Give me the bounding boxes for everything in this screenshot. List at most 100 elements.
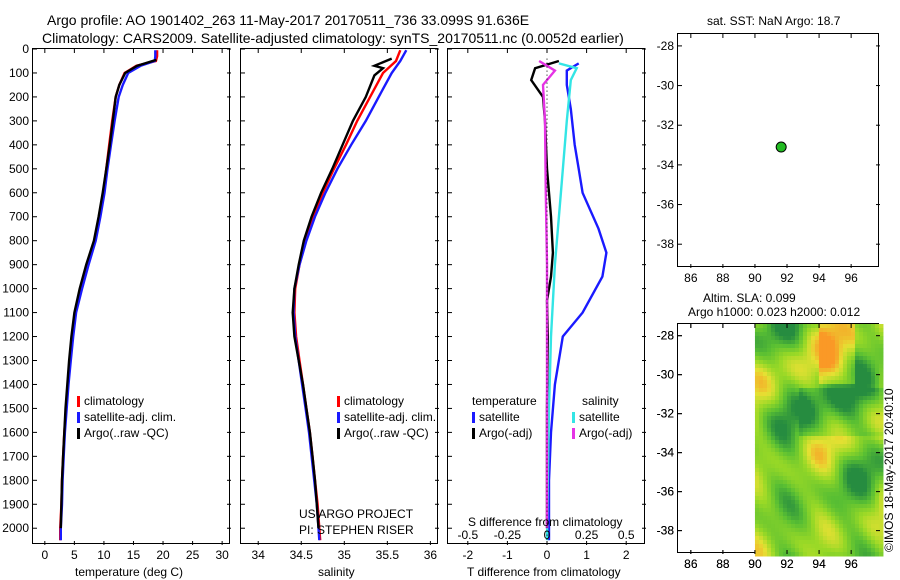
x-tick-label: -2 — [462, 548, 473, 562]
series-line-argo — [291, 57, 393, 529]
x-tick-label: 0 — [41, 548, 48, 562]
sla-title-line-1: Altim. SLA: 0.099 — [703, 291, 796, 305]
y-tick-label: 400 — [9, 138, 29, 152]
y-tick-label: 2000 — [2, 521, 29, 535]
y-tick-label: 1800 — [2, 473, 29, 487]
y-tick-label: -32 — [657, 407, 675, 421]
y-tick-label: 1400 — [2, 377, 29, 391]
x-tick-label: 96 — [844, 557, 858, 571]
y-tick-label: 1300 — [2, 353, 29, 367]
y-tick-label: -36 — [657, 485, 675, 499]
y-tick-label: -32 — [657, 118, 675, 132]
y-tick-label: 1100 — [3, 306, 29, 320]
x-tick-label: 25 — [186, 548, 200, 562]
x-tick-label: 36 — [424, 548, 438, 562]
y-tick-label: 100 — [9, 66, 29, 80]
y-tick-label: 1200 — [2, 330, 29, 344]
project-pi: PI: STEPHEN RISER — [299, 523, 414, 537]
x-tick-label: 92 — [780, 271, 794, 285]
project-name: US ARGO PROJECT — [299, 507, 414, 521]
y-tick-label: -36 — [657, 198, 675, 212]
x-tick-label: 30 — [215, 548, 229, 562]
y-tick-label: -30 — [657, 368, 675, 382]
s-tick-label: -0.5 — [457, 528, 478, 542]
series-line-argo — [59, 58, 157, 529]
x-tick-label: 35 — [338, 548, 352, 562]
y-tick-label: -38 — [657, 524, 675, 538]
legend-label-climatology: climatology — [344, 394, 405, 408]
y-tick-label: -30 — [657, 79, 675, 93]
x-tick-label: 86 — [684, 557, 698, 571]
x-tick-label: 88 — [716, 271, 730, 285]
salinity-xlabel: salinity — [318, 565, 355, 579]
x-tick-label: 2 — [623, 548, 630, 562]
legend-swatch-argo — [77, 427, 80, 439]
y-tick-label: 600 — [9, 186, 29, 200]
y-tick-label: 1000 — [2, 282, 29, 296]
x-tick-label: 34 — [252, 548, 266, 562]
title-line-2: Climatology: CARS2009. Satellite-adjuste… — [42, 30, 624, 46]
legend-swatch-t-argo — [472, 427, 475, 439]
legend-swatch-satellite — [337, 411, 340, 423]
legend-swatch-argo — [337, 427, 340, 439]
difference-legend-salinity: salinity satellite Argo(-adj) — [572, 393, 632, 441]
x-tick-label: 88 — [716, 557, 730, 571]
x-tick-label: 88 — [716, 557, 730, 571]
legend-swatch-t-satellite — [472, 411, 475, 423]
legend-heading-temperature: temperature — [472, 394, 537, 408]
y-tick-label: 200 — [9, 90, 29, 104]
temperature-legend: climatology satellite-adj. clim. Argo(..… — [77, 393, 176, 441]
y-tick-label: -34 — [657, 446, 675, 460]
title-line-1: Argo profile: AO 1901402_263 11-May-2017… — [47, 12, 530, 28]
salinity-panel: 34 34.5 35 35.5 36 climatology satellite-adj… — [240, 48, 439, 562]
x-tick-label: 1 — [583, 548, 590, 562]
y-tick-label: 900 — [9, 258, 29, 272]
x-tick-label: 94 — [812, 557, 826, 571]
y-tick-label: -32 — [657, 407, 675, 421]
project-annotation: US ARGO PROJECT PI: STEPHEN RISER — [299, 506, 414, 538]
sla-panel: 86 88 90 92 94 96 -28 -30 -32 -34 -36 -38 86 88 90 92 94… — [657, 323, 884, 571]
y-tick-label: 800 — [9, 234, 29, 248]
y-tick-label: -34 — [657, 158, 675, 172]
legend-heading-salinity: salinity — [582, 394, 619, 408]
legend-label-climatology: climatology — [84, 394, 145, 408]
s-tick-label: 0.5 — [618, 528, 635, 542]
legend-swatch-climatology — [337, 395, 340, 407]
s-tick-label: -0.25 — [494, 528, 522, 542]
y-tick-label: 1600 — [2, 425, 29, 439]
x-tick-label: 35.5 — [376, 548, 400, 562]
x-tick-label: 5 — [71, 548, 78, 562]
temperature-plot: 0 5 10 15 20 25 300100200300400500600700800900… — [2, 42, 231, 562]
series-line-s-satellite — [545, 62, 579, 541]
legend-label-satellite: satellite-adj. clim. — [84, 410, 177, 424]
y-tick-label: -34 — [657, 446, 675, 460]
x-tick-label: 96 — [844, 271, 858, 285]
y-tick-label: -30 — [657, 368, 675, 382]
x-tick-label: 15 — [127, 548, 141, 562]
position-panel: 86 88 90 92 94 96 -28 -30 -32 -34 -36 -38 — [657, 33, 880, 285]
x-tick-label: 0 — [544, 548, 551, 562]
x-tick-label: 90 — [748, 557, 762, 571]
x-tick-label: 10 — [97, 548, 111, 562]
x-tick-label: 86 — [684, 271, 698, 285]
x-tick-label: 90 — [748, 271, 762, 285]
x-tick-label: 96 — [844, 557, 858, 571]
series-line-s-argo — [538, 59, 557, 529]
y-tick-label: -28 — [657, 329, 675, 343]
y-tick-label: 1900 — [2, 497, 29, 511]
position-plot: 86 88 90 92 94 96 -28 -30 -32 -34 -36 -38 — [657, 34, 880, 285]
y-tick-label: -36 — [657, 485, 675, 499]
difference-xlabel: T difference from climatology — [467, 565, 621, 579]
legend-label-satellite: satellite-adj. clim. — [344, 410, 437, 424]
x-tick-label: 94 — [812, 271, 826, 285]
x-tick-label: 90 — [748, 557, 762, 571]
series-line-t-satellite — [547, 62, 608, 541]
s-difference-label: S difference from climatology — [468, 515, 623, 529]
legend-swatch-s-argo — [572, 427, 575, 439]
y-tick-label: 300 — [9, 114, 29, 128]
y-tick-label: 1500 — [2, 401, 29, 415]
legend-swatch-climatology — [77, 395, 80, 407]
